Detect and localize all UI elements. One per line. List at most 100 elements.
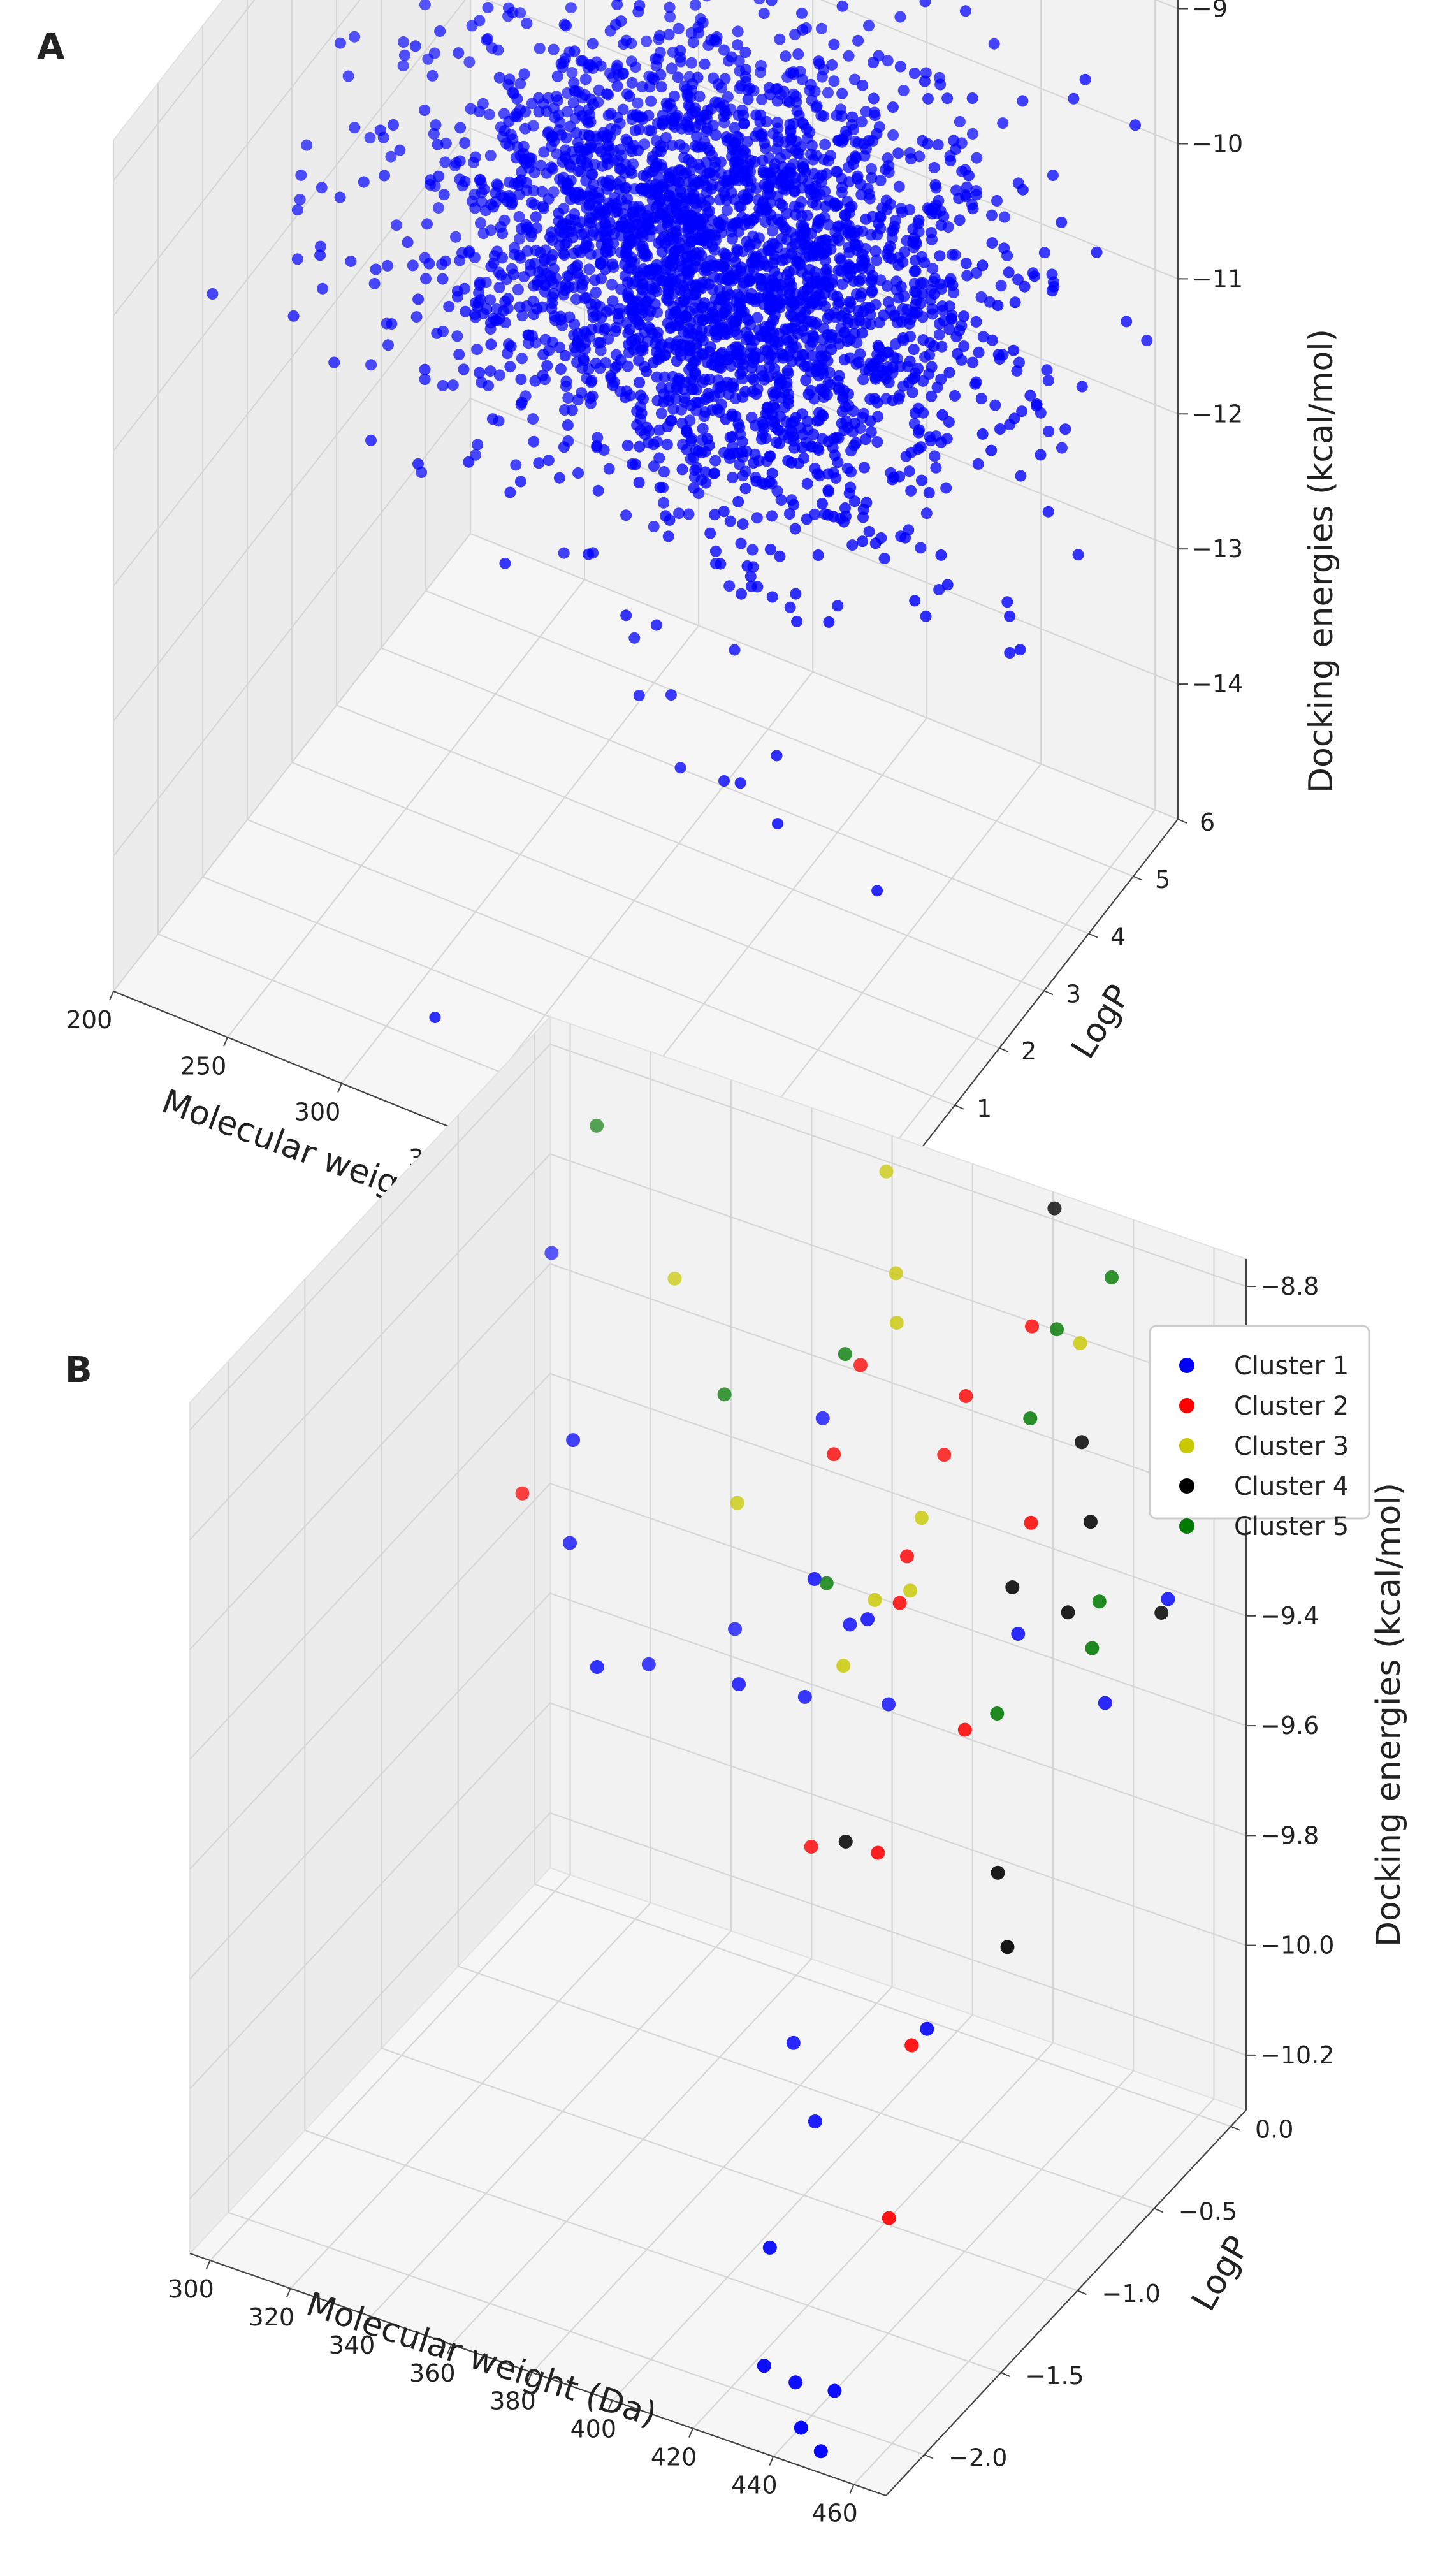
panel-a-point-1728	[893, 180, 905, 193]
panel-a-point-1279	[472, 439, 484, 451]
panel-a-point-2627	[1056, 216, 1068, 228]
panel-b-gridline-x-420	[692, 1191, 1054, 2429]
panel-a-point-609	[521, 245, 534, 257]
panel-a-point-245	[848, 73, 860, 85]
panel-a-point-573	[447, 379, 459, 391]
legend: Cluster 1 Cluster 2 Cluster 3 Cluster 4 …	[1149, 1325, 1370, 1541]
panel-b-point-cluster-1-19	[1161, 1592, 1175, 1606]
panel-a-point-2948	[816, 295, 828, 307]
panel-a-point-1991	[801, 209, 813, 221]
panel-a-point-1149	[860, 106, 872, 118]
panel-a-point-2912	[825, 329, 838, 340]
panel-b-point-cluster-1-6	[815, 1411, 830, 1425]
panel-b-x-tick-label-340: 340	[329, 2331, 375, 2359]
panel-a-y-tick-label-5: 5	[1155, 866, 1170, 894]
panel-a-point-2677	[762, 331, 774, 344]
panel-a-point-721	[533, 92, 545, 104]
panel-a-point-664	[819, 138, 831, 150]
panel-a-point-382	[552, 94, 564, 106]
panel-a-point-2672	[735, 537, 747, 549]
panel-a-point-903	[792, 48, 804, 60]
panel-b-point-cluster-2-12	[882, 2211, 896, 2225]
panel-b-gridline-z-neg9p4	[189, 1372, 1247, 1760]
panel-a-point-445	[572, 86, 584, 98]
panel-a-point-2444	[863, 135, 875, 147]
panel-a-point-1642	[524, 259, 536, 271]
panel-a-point-2628	[849, 150, 861, 163]
panel-a-point-2051	[665, 103, 678, 115]
panel-b-point-cluster-1-18	[1098, 1696, 1112, 1710]
panel-a-point-1717	[553, 341, 565, 353]
panel-a-point-1406	[692, 21, 704, 33]
panel-a-point-2025	[602, 238, 614, 250]
panel-a-point-395	[538, 202, 549, 214]
panel-a-point-726	[291, 253, 303, 265]
panel-a-point-2461	[907, 223, 919, 235]
panel-a-point-2703	[973, 346, 985, 358]
panel-a-point-2281	[887, 224, 899, 236]
panel-a-point-2757	[863, 263, 875, 275]
panel-b-x-tick-label-380: 380	[490, 2387, 536, 2415]
panel-a-x-tick-250	[223, 1037, 228, 1047]
panel-a-point-2603	[1042, 375, 1054, 386]
panel-b-x-tick-440	[769, 2456, 774, 2466]
panel-a-point-1337	[610, 198, 622, 210]
panel-a-point-629	[568, 77, 580, 89]
panel-a-point-2081	[460, 305, 472, 317]
panel-a-point-2830	[722, 323, 734, 335]
panel-a-point-2978	[916, 287, 928, 300]
panel-a-point-2939	[958, 310, 969, 323]
panel-a-point-2640	[1041, 364, 1053, 376]
panel-a-point-2970	[799, 360, 811, 372]
panel-a-point-2301	[663, 171, 675, 183]
panel-a-point-1581	[650, 53, 662, 65]
panel-a-point-2467	[835, 254, 847, 266]
panel-a-point-2586	[732, 356, 744, 368]
panel-a-point-1907	[741, 193, 753, 205]
panel-a-point-2890	[781, 323, 794, 335]
panel-b-x-tick-label-320: 320	[249, 2303, 295, 2331]
panel-a-point-2992	[769, 402, 781, 414]
panel-a-point-1315	[766, 0, 778, 6]
panel-a-point-258	[513, 211, 525, 222]
legend-label-cluster-2: Cluster 2	[1234, 1392, 1349, 1421]
panel-b-gridline-y-neg1	[381, 1197, 1078, 2292]
panel-a-point-2776	[841, 313, 853, 324]
panel-a-point-1010	[998, 211, 1010, 223]
panel-a-point-2314	[748, 374, 760, 386]
panel-a-point-2656	[708, 390, 720, 402]
panel-a-point-2409	[1038, 247, 1050, 259]
panel-a-point-2365	[832, 265, 845, 277]
panel-a-point-1957	[941, 92, 954, 105]
panel-a-point-2238	[832, 221, 844, 233]
panel-a-point-861	[570, 293, 582, 305]
panel-b-point-cluster-3-6	[868, 1592, 882, 1607]
panel-a-point-578	[507, 133, 519, 145]
panel-a-point-2781	[1076, 381, 1088, 393]
panel-a-point-27	[385, 150, 397, 163]
panel-b-point-cluster-1-7	[732, 1677, 746, 1692]
panel-a-point-8	[397, 60, 409, 72]
panel-a-point-2898	[718, 775, 730, 787]
legend-frame	[1149, 1325, 1370, 1520]
panel-a-point-492	[370, 263, 382, 275]
panel-a-point-2498	[1129, 119, 1142, 131]
panel-a-point-2885	[790, 412, 802, 424]
panel-a-point-1514	[713, 97, 725, 109]
panel-b-series-cluster-4	[838, 1201, 1169, 1954]
panel-a-point-503	[498, 125, 511, 137]
panel-a-point-732	[708, 72, 720, 84]
panel-a-point-2676	[796, 349, 808, 361]
panel-b-series-cluster-2	[515, 1319, 1039, 2225]
panel-a-point-1871	[934, 78, 947, 91]
panel-a-point-1791	[623, 233, 635, 245]
panel-a-point-2884	[748, 214, 760, 226]
panel-a-point-2022	[709, 455, 722, 467]
panel-a-point-2278	[553, 472, 565, 484]
panel-a-point-2995	[1031, 398, 1043, 410]
panel-a-point-2462	[851, 244, 863, 256]
panel-a-point-2691	[1121, 316, 1133, 328]
panel-a-point-2783	[970, 316, 982, 328]
panel-a-point-2654	[704, 341, 716, 353]
panel-a-point-1930	[933, 328, 945, 340]
